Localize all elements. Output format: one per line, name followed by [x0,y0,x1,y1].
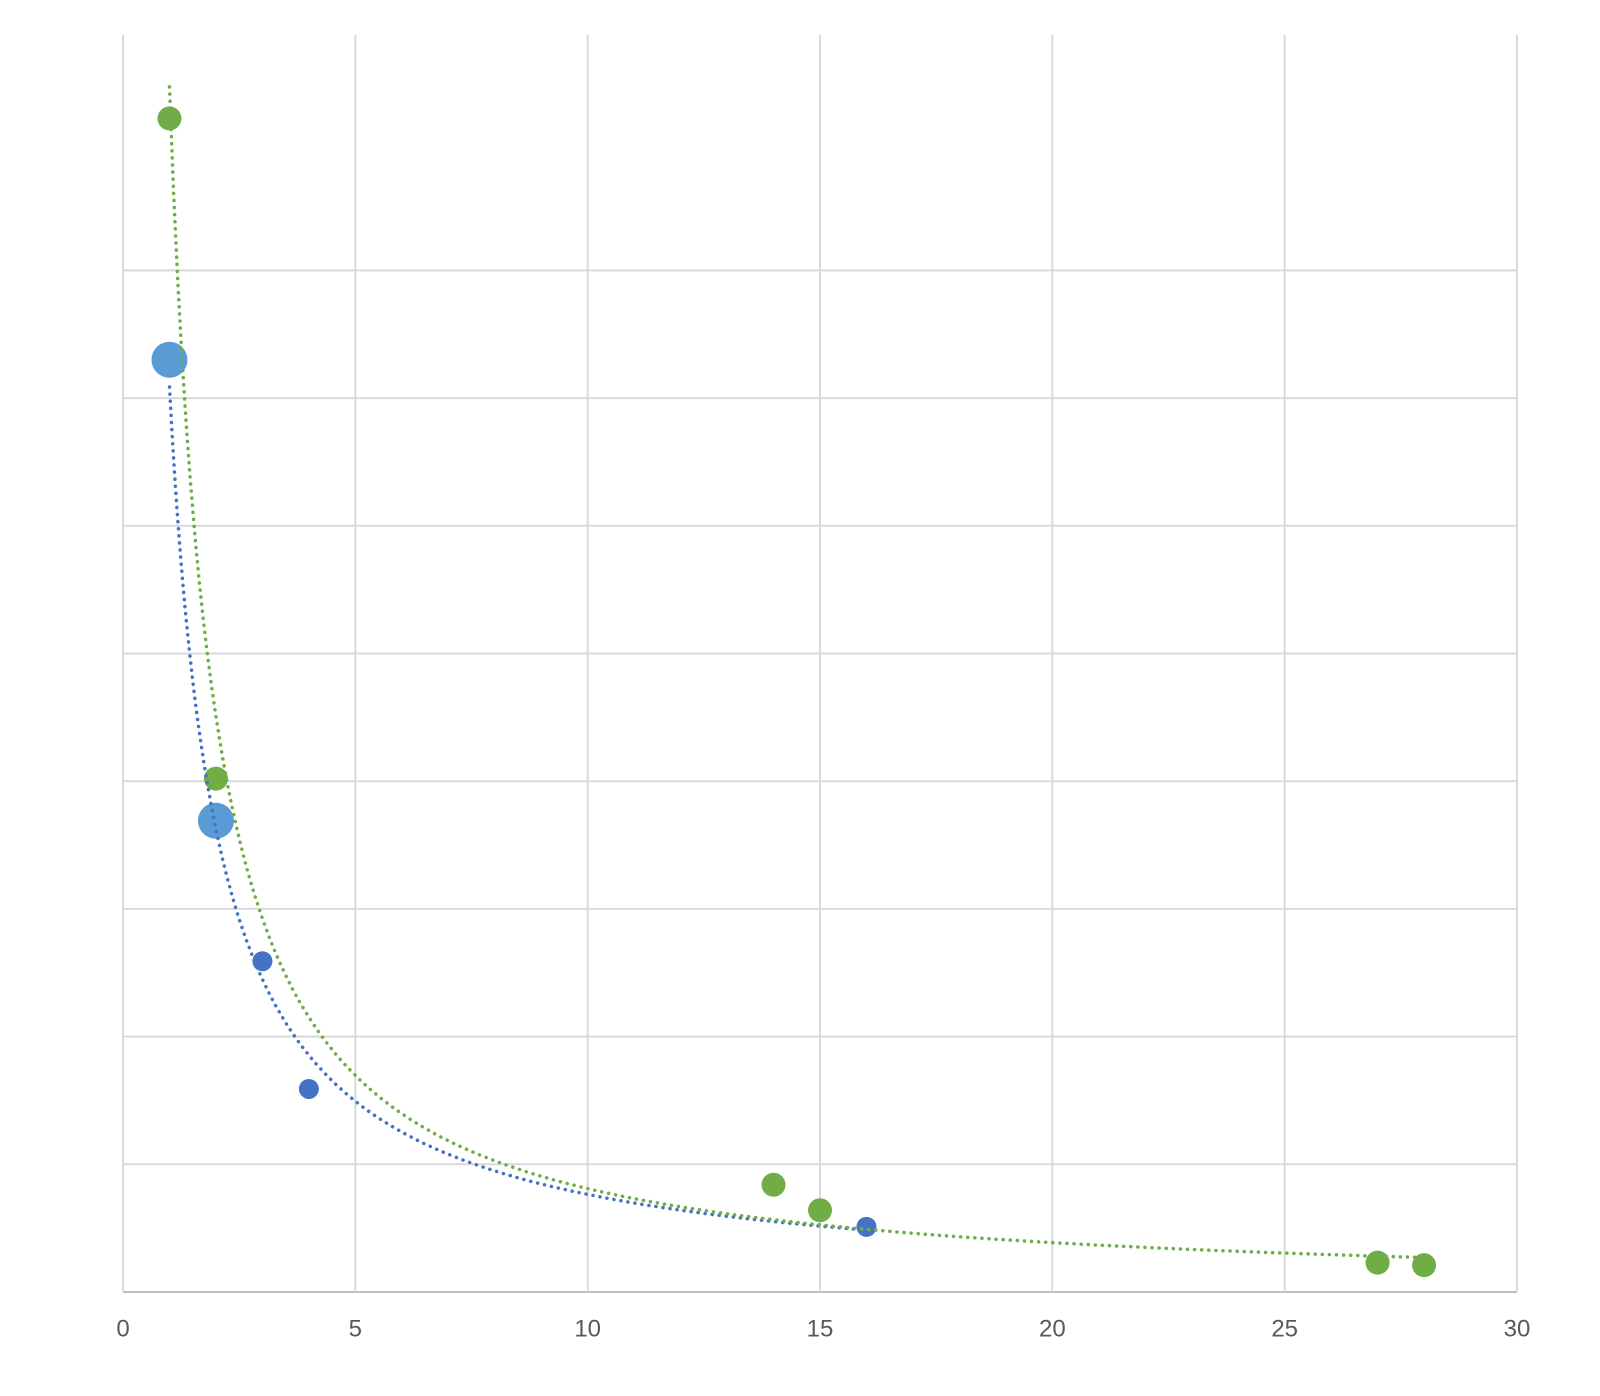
x-tick-label: 25 [1271,1315,1298,1342]
data-point [151,341,188,378]
data-point [203,766,228,791]
data-point [1365,1250,1390,1275]
x-tick-label: 5 [349,1315,362,1342]
data-point [761,1172,786,1197]
x-tick-label: 30 [1504,1315,1531,1342]
x-tick-label: 15 [807,1315,834,1342]
data-point [197,802,234,839]
trendline [167,85,1426,1260]
data-point [808,1198,832,1223]
x-tick-label: 0 [116,1315,129,1342]
data-point [157,106,182,131]
data-point [856,1216,877,1237]
x-tick-label: 10 [574,1315,601,1342]
data-point [1412,1253,1437,1278]
trendline [167,385,869,1232]
x-tick-label: 20 [1039,1315,1066,1342]
data-point [298,1078,319,1099]
